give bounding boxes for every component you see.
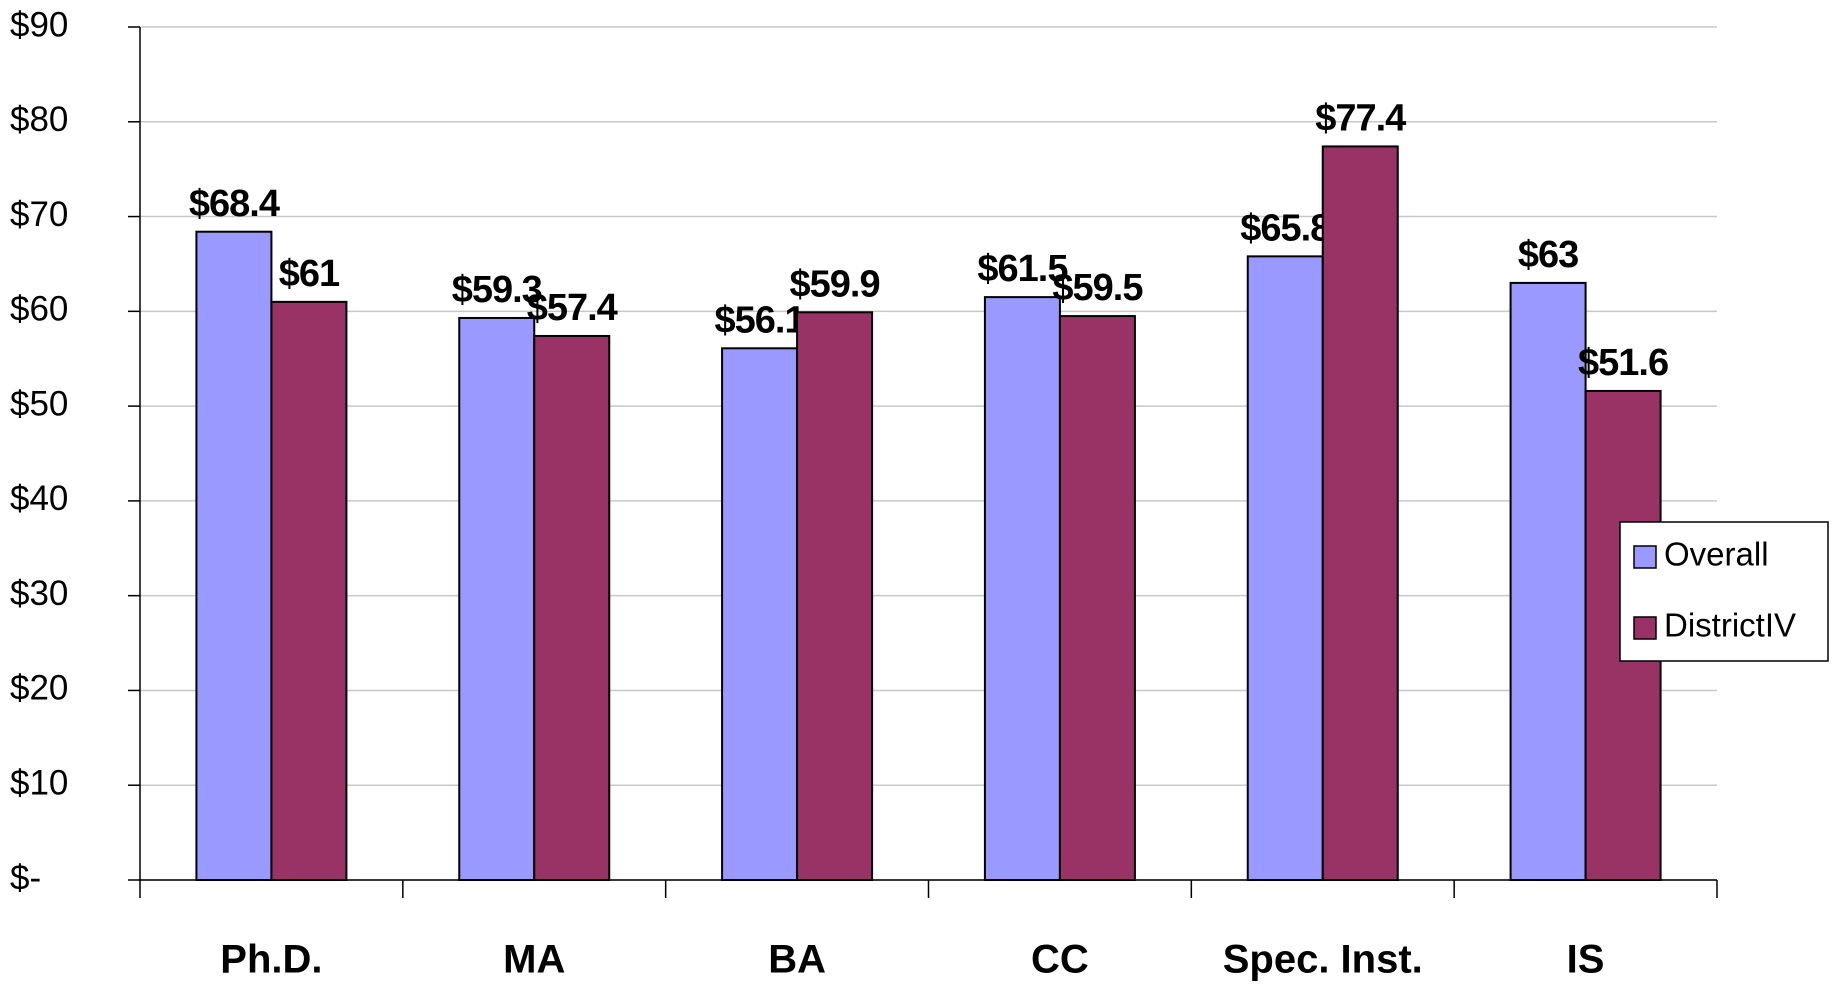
legend-swatch xyxy=(1633,545,1657,569)
x-tick-label: MA xyxy=(503,938,565,982)
bar xyxy=(1509,281,1587,881)
y-tick-label: $10 xyxy=(10,763,68,802)
data-label: $61 xyxy=(279,253,340,295)
legend-swatch xyxy=(1633,616,1657,640)
y-tick-label: $80 xyxy=(10,100,68,139)
y-tick-label: $90 xyxy=(10,5,68,44)
data-label: $57.4 xyxy=(527,287,618,329)
y-tick-label: $20 xyxy=(10,669,68,708)
bar xyxy=(270,300,348,882)
data-label: $77.4 xyxy=(1315,97,1406,139)
data-label: $51.6 xyxy=(1578,342,1668,384)
y-tick-label: $30 xyxy=(10,574,68,613)
data-label: $68.4 xyxy=(189,183,280,225)
data-label: $59.5 xyxy=(1052,267,1143,309)
bar xyxy=(195,230,273,882)
y-tick-label: $- xyxy=(10,858,41,897)
bar xyxy=(721,347,799,881)
bar xyxy=(533,334,611,881)
legend-label: Overall xyxy=(1664,536,1769,573)
data-label: $59.9 xyxy=(790,263,880,305)
x-tick-label: BA xyxy=(768,938,826,982)
legend-label: DistrictIV xyxy=(1664,607,1796,644)
data-label: $56.1 xyxy=(715,299,806,341)
x-tick-label: IS xyxy=(1567,938,1605,982)
bar xyxy=(796,311,874,881)
data-label: $65.8 xyxy=(1240,207,1330,249)
data-label: $61.5 xyxy=(977,248,1068,290)
x-tick-label: Spec. Inst. xyxy=(1223,938,1423,982)
bar xyxy=(1246,255,1324,881)
bar xyxy=(1321,145,1399,882)
bar xyxy=(1058,315,1136,882)
data-label: $59.3 xyxy=(452,269,542,311)
x-tick-label: CC xyxy=(1031,938,1089,982)
y-tick-label: $40 xyxy=(10,479,68,518)
y-tick-label: $60 xyxy=(10,290,68,329)
bar xyxy=(458,316,536,881)
y-tick-label: $50 xyxy=(10,384,68,423)
x-tick-label: Ph.D. xyxy=(220,938,322,982)
data-label: $63 xyxy=(1518,234,1578,276)
bar xyxy=(983,296,1061,882)
y-tick-label: $70 xyxy=(10,195,68,234)
